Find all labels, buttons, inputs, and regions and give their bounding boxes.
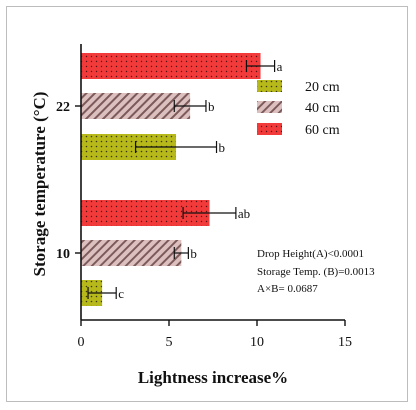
bar-60cm-22 <box>81 53 261 79</box>
legend-swatch <box>257 101 282 113</box>
error-bar <box>134 141 218 153</box>
error-bar <box>87 287 117 299</box>
y-tick-label: 22 <box>56 100 70 115</box>
error-bar <box>182 207 237 219</box>
bars-group <box>81 53 261 306</box>
legend-label: 60 cm <box>305 123 340 138</box>
x-tick-label: 10 <box>250 335 264 350</box>
significance-letter: ab <box>238 206 250 221</box>
legend-label: 20 cm <box>305 80 340 95</box>
significance-letters: c b b b ab a <box>118 59 282 301</box>
legend: 20 cm 40 cm 60 cm <box>257 80 340 138</box>
legend-swatch <box>257 123 282 135</box>
significance-letter: b <box>219 140 226 155</box>
y-tick-label: 10 <box>56 247 70 262</box>
x-tick-label: 5 <box>166 335 173 350</box>
annotation-storage-temp: Storage Temp. (B)=0.0013 <box>257 266 375 278</box>
significance-letter: c <box>118 286 124 301</box>
x-tick-label: 15 <box>338 335 352 350</box>
significance-letter: a <box>277 59 283 74</box>
x-axis-label: Lightness increase% <box>138 368 288 387</box>
annotation-interaction: A×B= 0.0687 <box>257 283 318 295</box>
error-bar <box>245 60 276 72</box>
annotation-drop-height: Drop Height(A)<0.0001 <box>257 248 364 260</box>
error-bar <box>173 247 189 259</box>
x-tick-label: 0 <box>78 335 85 350</box>
bar-40cm-22 <box>81 93 191 119</box>
legend-swatch <box>257 80 282 92</box>
y-ticks: 10 22 <box>56 100 81 262</box>
y-axis-label: Storage temperature (°C) <box>30 92 49 277</box>
error-bar <box>173 100 207 112</box>
figure-frame <box>6 6 408 402</box>
significance-letter: b <box>208 99 215 114</box>
legend-label: 40 cm <box>305 101 340 116</box>
significance-letter: b <box>190 246 197 261</box>
error-bars-group <box>87 60 276 299</box>
x-ticks: 0 5 10 15 <box>78 320 352 350</box>
bar-40cm-10 <box>81 240 182 266</box>
